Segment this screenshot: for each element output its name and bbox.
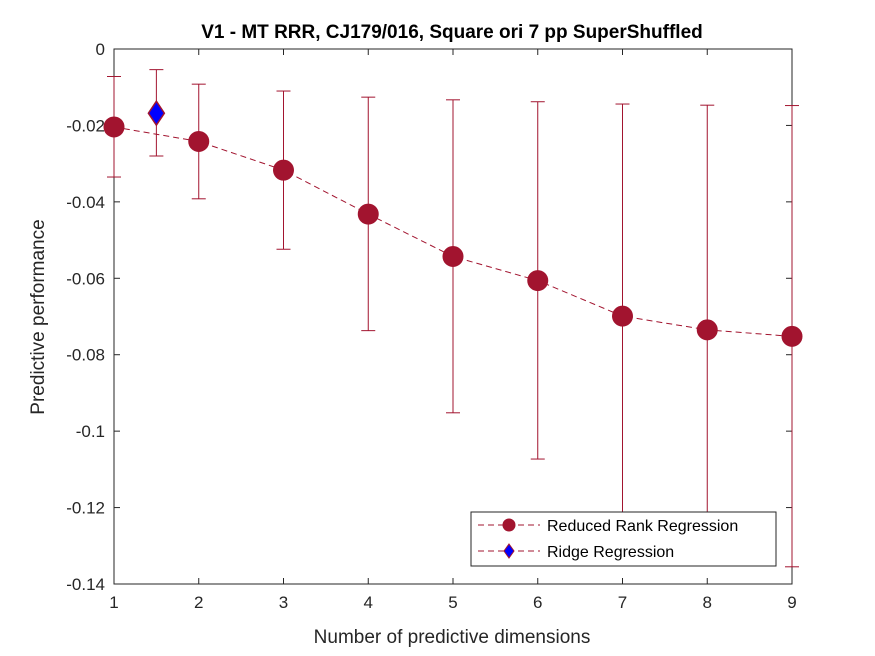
legend-entry-reduced-rank-regression: Reduced Rank Regression [478,518,738,535]
series-layer [103,69,803,568]
y-tick-label: -0.1 [76,422,105,441]
rrr-data-point [781,325,803,347]
y-tick-label: -0.14 [66,575,105,594]
y-tick-label: -0.06 [66,269,105,288]
chart-title: V1 - MT RRR, CJ179/016, Square ori 7 pp … [201,22,703,43]
ridge-data-point [147,99,166,127]
legend: Reduced Rank Regression Ridge Regression [470,511,777,567]
y-tick-label: -0.08 [66,346,105,365]
x-tick-label: 5 [448,593,457,612]
legend-entry-ridge-regression: Ridge Regression [478,543,674,561]
y-axis-label: Predictive performance [28,219,49,414]
rrr-data-point [527,270,549,292]
rrr-data-point [188,130,210,152]
x-tick-label: 8 [703,593,712,612]
legend-marker-circle [502,518,516,532]
x-axis-label: Number of predictive dimensions [314,627,591,648]
x-tick-label: 9 [787,593,796,612]
y-tick-label: -0.04 [66,193,105,212]
x-tick-label: 4 [364,593,373,612]
rrr-data-point [103,116,125,138]
x-tick-label: 2 [194,593,203,612]
y-tick-label: -0.02 [66,116,105,135]
x-tick-label: 3 [279,593,288,612]
rrr-data-point [612,305,633,327]
x-tick-label: 6 [533,593,542,612]
y-tick-label: -0.12 [66,499,105,518]
x-tick-label: 1 [109,593,118,612]
ticks-layer: 1 2 3 4 5 6 7 8 9 0 -0.02 -0.04 -0.06 -0.08 -0.1 -0.12 -… [66,40,796,612]
legend-label-reduced-rank-regression: Reduced Rank Regression [547,518,738,535]
rrr-data-point [273,159,294,181]
legend-marker-diamond [503,543,515,559]
rrr-data-point [442,246,464,268]
rrr-data-point [696,319,718,341]
legend-box [470,511,777,567]
rrr-data-point [357,203,379,225]
x-tick-label: 7 [618,593,627,612]
y-tick-label: 0 [96,40,105,59]
legend-label-ridge-regression: Ridge Regression [547,544,674,561]
